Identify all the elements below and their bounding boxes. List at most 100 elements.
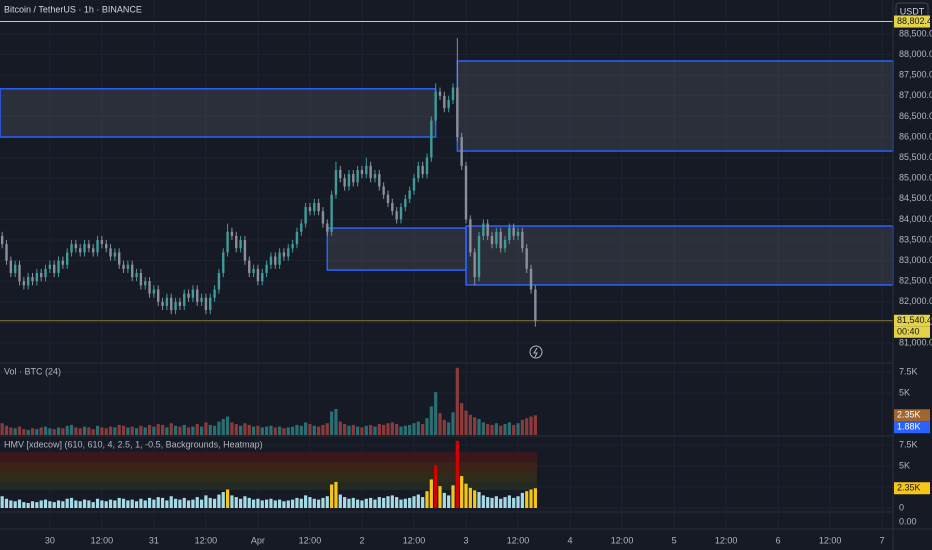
- hmv-bar: [147, 497, 152, 508]
- alert-circle[interactable]: [529, 345, 543, 359]
- last-price-tag-bg: [894, 314, 930, 327]
- candle-body: [503, 240, 507, 249]
- y-tick-label: 83,000.00: [899, 255, 932, 265]
- high-line-tag: 88,802.42: [897, 16, 932, 26]
- volume-bar: [39, 427, 43, 435]
- candle-body: [421, 165, 424, 175]
- order-block: [0, 88, 437, 138]
- volume-bar: [425, 418, 429, 435]
- volume-bar: [490, 424, 494, 435]
- hmv-bar: [238, 498, 243, 508]
- x-tick-label: 7: [880, 535, 885, 545]
- candle-body: [274, 256, 277, 265]
- volume-bar: [386, 423, 390, 435]
- candle-body: [339, 169, 342, 179]
- candle-body: [508, 227, 511, 241]
- y-tick-label: 87,500.00: [899, 70, 932, 80]
- candle-body: [287, 248, 290, 257]
- hmv-bar: [173, 498, 178, 508]
- volume-bar: [516, 423, 520, 435]
- volume-bar: [169, 423, 173, 435]
- volume-bar: [52, 429, 56, 435]
- hmv-bar: [304, 495, 308, 508]
- volume-bar: [17, 426, 22, 435]
- candle-body: [248, 260, 251, 273]
- candle-body: [399, 207, 403, 220]
- hmv-bar: [278, 499, 282, 508]
- candle-body: [464, 165, 468, 220]
- hmv-bar: [438, 486, 442, 508]
- alert-icon[interactable]: [529, 345, 543, 359]
- volume-bar: [369, 424, 373, 435]
- volume-bar: [525, 418, 529, 435]
- hmv-tag: 2.35K: [897, 483, 921, 493]
- hmv-bar: [230, 495, 234, 508]
- hmv-bar: [343, 497, 347, 508]
- volume-bar: [139, 425, 143, 435]
- candle-body: [52, 264, 56, 273]
- volume-bar: [299, 425, 303, 435]
- volume-bar: [455, 367, 459, 435]
- candle-body: [157, 289, 160, 302]
- volume-bar: [152, 426, 156, 435]
- volume-bar: [26, 429, 30, 435]
- hmv-bar: [126, 500, 130, 508]
- candle-body: [183, 293, 186, 306]
- volume-bar: [520, 419, 524, 435]
- hmv-bar: [143, 500, 147, 508]
- candle-body: [352, 174, 355, 183]
- volume-bar: [408, 424, 412, 435]
- hmv-bar: [481, 495, 485, 508]
- candle-body: [499, 231, 502, 249]
- candle-body: [529, 268, 533, 290]
- x-tick-label: 12:00: [91, 535, 114, 545]
- hmv-bar: [204, 495, 208, 508]
- hmv-bar: [395, 497, 399, 508]
- hmv-bar: [260, 500, 264, 508]
- volume-bar: [507, 422, 511, 435]
- candle-body: [187, 293, 190, 298]
- candle-body: [417, 165, 420, 179]
- hmv-bar: [533, 488, 537, 508]
- volume-bar: [165, 427, 169, 435]
- volume-bar: [30, 428, 35, 435]
- hmv-bar: [460, 476, 464, 508]
- volume-ma-tag-bg: [894, 421, 930, 434]
- candle-body: [235, 235, 238, 249]
- hmv-bar: [39, 500, 43, 508]
- candle-body: [92, 248, 95, 253]
- x-tick-label: 2: [359, 535, 364, 545]
- y-tick-label: 88,000.00: [899, 49, 932, 59]
- hmv-bar: [264, 499, 269, 508]
- hmv-bar: [282, 501, 286, 508]
- volume-bar: [308, 424, 312, 435]
- volume-bar: [356, 426, 360, 435]
- volume-bar: [295, 424, 299, 435]
- volume-bar: [69, 424, 74, 435]
- y-tick-label: 5K: [899, 460, 910, 470]
- candle-body: [460, 137, 463, 166]
- volume-bar: [264, 426, 269, 435]
- volume-bar: [178, 426, 182, 435]
- hmv-heatmap: [0, 452, 537, 490]
- hmv-bar: [330, 484, 334, 508]
- candle-body: [144, 281, 147, 286]
- y-tick-label: 85,500.00: [899, 152, 932, 162]
- candle-body: [321, 211, 325, 224]
- candle-body: [87, 244, 91, 249]
- hmv-bar: [490, 497, 494, 508]
- volume-bar: [0, 423, 4, 435]
- currency-label[interactable]: USDT: [900, 6, 925, 16]
- hmv-bar: [186, 500, 191, 508]
- volume-bar: [74, 427, 78, 435]
- x-tick-label: 12:00: [819, 535, 842, 545]
- candle-body: [269, 256, 273, 265]
- hmv-bar: [447, 495, 451, 508]
- alert-bolt[interactable]: [533, 347, 538, 358]
- volume-bar: [4, 425, 9, 435]
- volume-bar: [382, 424, 386, 435]
- candle-body: [31, 277, 34, 282]
- x-tick-label: 6: [776, 535, 781, 545]
- hmv-bar: [373, 499, 377, 508]
- hmv-bar: [169, 496, 173, 508]
